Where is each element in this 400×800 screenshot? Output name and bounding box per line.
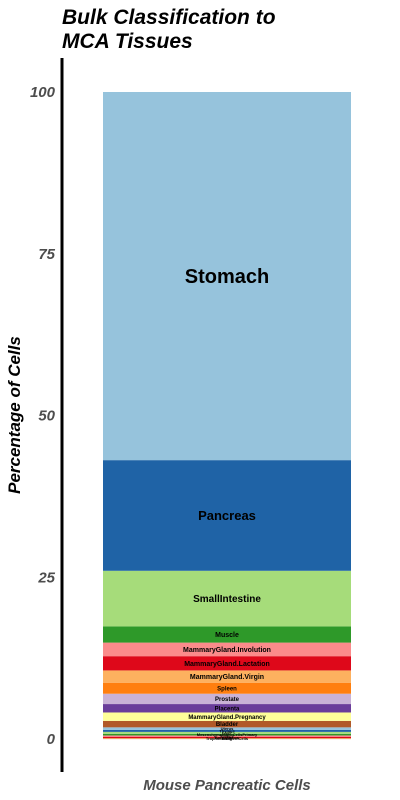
- bar-segment-label: MammaryGland.Lactation: [184, 661, 270, 668]
- bar-segment: [103, 731, 351, 734]
- bar-segment-label: BoneMarrow: [215, 735, 240, 740]
- bar-segment-label: Stomach: [185, 266, 269, 288]
- chart-title-line-1: Bulk Classification to: [62, 6, 276, 29]
- bar-segment: [103, 712, 351, 721]
- y-tick-label: 0: [47, 731, 56, 748]
- bar-segment: [103, 738, 351, 739]
- bar-segment-label: Spleen: [217, 686, 237, 692]
- chart-title-line-2: MCA Tissues: [62, 30, 193, 53]
- bar-segment: [103, 720, 351, 728]
- bar-segment: [103, 733, 351, 736]
- bar-segment-label: MammaryGland.Involution: [183, 647, 271, 654]
- bar-segment: [103, 656, 351, 671]
- y-tick-labels: 0 25 50 75 100: [30, 84, 56, 748]
- bar-segment: [103, 735, 351, 737]
- y-tick-label: 25: [37, 569, 55, 586]
- bar-segment-label: Liver: [222, 730, 232, 735]
- bar-segment-label: Pancreas: [198, 508, 256, 523]
- bar-segment: [103, 92, 351, 461]
- bar-segment-label: Muscle: [215, 632, 239, 639]
- x-tick-label: Mouse Pancreatic Cells: [143, 777, 311, 794]
- bar-segment-label: SmallIntestine: [193, 594, 261, 605]
- bar-segment-labels: TrophoblastStemCellsLungBoneMarrowKidney…: [183, 266, 271, 741]
- bar-segment: [103, 626, 351, 643]
- bar-segment: [103, 736, 351, 739]
- y-axis-label: Percentage of Cells: [5, 336, 24, 494]
- bar-segment-label: Uterus: [221, 726, 234, 731]
- y-tick-label: 50: [38, 408, 55, 425]
- y-tick-label: 75: [38, 246, 55, 263]
- bar-segment-label: Kidney: [220, 733, 234, 738]
- bar-segment-label: Placenta: [215, 706, 240, 712]
- bar-segments: [103, 92, 351, 740]
- bar-segment: [103, 727, 351, 730]
- bar-segment-label: MammaryGland.Pregnancy: [188, 715, 266, 721]
- y-tick-label: 100: [30, 84, 56, 101]
- bar-segment: [103, 704, 351, 713]
- bar-segment: [103, 642, 351, 657]
- bar-segment-label: Bladder: [216, 722, 239, 728]
- bar-segment: [103, 729, 351, 732]
- bar-segment-label: TrophoblastStemCells: [206, 736, 249, 741]
- bar-segment: [103, 460, 351, 571]
- bar-segment-label: MammaryGland.Virgin: [190, 674, 264, 681]
- bar-segment: [103, 682, 351, 694]
- bar-segment: [103, 670, 351, 683]
- bar-segment-label: Thymus: [219, 728, 235, 733]
- bar-segment: [103, 693, 351, 705]
- bar-segment-label: Lung: [222, 736, 232, 741]
- bar-segment-label: MesenchymalStemCellsPrimary: [197, 732, 258, 737]
- bar-segment-label: Prostate: [215, 697, 240, 703]
- bar-segment: [103, 570, 351, 627]
